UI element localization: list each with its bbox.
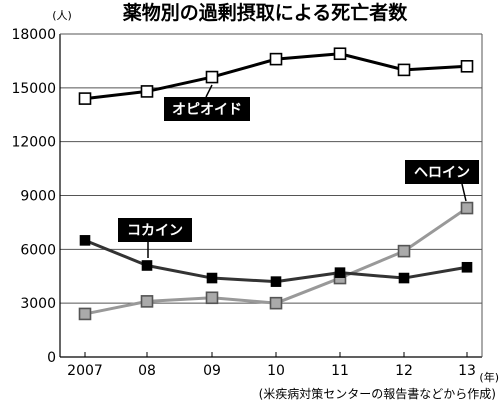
x-tick-label: 10 xyxy=(267,363,285,379)
data-point xyxy=(334,267,346,278)
callout-pointer xyxy=(205,84,213,98)
x-tick-label: 13 xyxy=(458,363,476,379)
y-tick-label: 3000 xyxy=(20,296,56,312)
data-point xyxy=(269,296,283,310)
data-point xyxy=(141,260,153,271)
x-tick-label: 2007 xyxy=(67,363,103,379)
data-point xyxy=(461,261,473,273)
data-point xyxy=(206,272,218,284)
data-point xyxy=(79,235,91,246)
series-label: コカイン xyxy=(127,223,183,239)
callout-box xyxy=(118,218,192,242)
data-point xyxy=(398,272,410,284)
chart-title: 薬物別の過剰摂取による死亡者数 xyxy=(122,1,408,24)
data-point xyxy=(269,52,283,66)
series-label: ヘロイン xyxy=(414,165,470,181)
data-point xyxy=(333,47,347,61)
y-tick-label: 15000 xyxy=(11,81,56,97)
y-unit-label: (人) xyxy=(52,9,72,22)
series-label-callout: オピオイド xyxy=(164,84,250,121)
x-unit-label: (年) xyxy=(479,370,499,384)
x-tick-label: 08 xyxy=(138,363,156,379)
data-point xyxy=(205,291,219,305)
x-tick-label: 09 xyxy=(203,363,221,379)
callout-box xyxy=(164,97,250,121)
series-label-callout: コカイン xyxy=(118,218,192,258)
callout-pointer xyxy=(461,183,467,202)
callout-box xyxy=(405,160,479,184)
x-tick-label: 12 xyxy=(395,363,413,379)
series-2 xyxy=(78,201,474,321)
data-point xyxy=(460,201,474,215)
series-0 xyxy=(78,47,474,105)
y-tick-label: 18000 xyxy=(11,27,56,43)
y-tick-label: 9000 xyxy=(20,189,56,205)
data-point xyxy=(397,244,411,258)
data-point xyxy=(205,70,219,84)
y-tick-label: 0 xyxy=(47,350,56,366)
data-point xyxy=(78,92,92,105)
data-point xyxy=(140,85,154,98)
series-label: オピオイド xyxy=(172,102,242,118)
y-tick-label: 6000 xyxy=(20,242,56,258)
data-point xyxy=(460,59,474,73)
data-point xyxy=(78,307,92,321)
series-1 xyxy=(79,235,473,287)
data-point xyxy=(270,276,282,287)
y-tick-label: 12000 xyxy=(11,135,56,151)
data-point xyxy=(140,295,154,308)
data-point xyxy=(397,63,411,77)
series-label-callout: ヘロイン xyxy=(405,160,479,202)
x-tick-label: 11 xyxy=(331,363,349,379)
source-note: (米疾病対策センターの報告書などから作成) xyxy=(259,386,496,401)
